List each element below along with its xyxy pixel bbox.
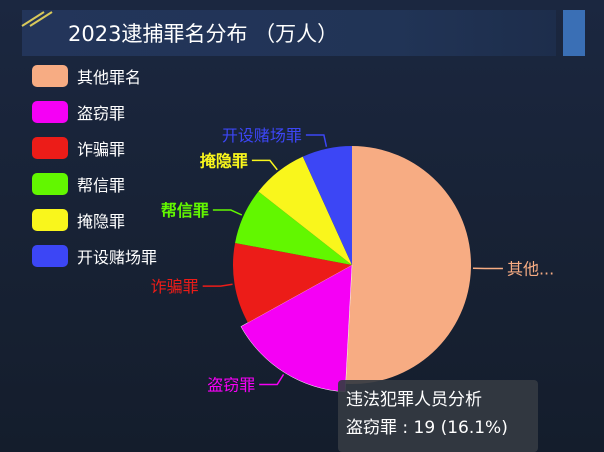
legend-label: 帮信罪: [77, 176, 126, 195]
legend-item[interactable]: 掩隐罪: [32, 208, 125, 232]
legend-label: 诈骗罪: [77, 140, 126, 159]
legend-swatch: [32, 173, 68, 195]
title-bar: [22, 10, 556, 56]
legend-label: 开设赌场罪: [77, 248, 158, 267]
pie-slice[interactable]: [258, 156, 352, 265]
slice-label: 掩隐罪: [200, 151, 248, 170]
leader-line: [305, 134, 328, 147]
leader-line: [251, 159, 278, 171]
slice-label: 盗窃罪: [207, 376, 255, 395]
legend-item[interactable]: 盗窃罪: [32, 100, 125, 124]
legend-item[interactable]: 其他罪名: [32, 64, 141, 88]
pie-slice[interactable]: [233, 242, 352, 323]
chart-title: 2023逮捕罪名分布 （万人）: [68, 22, 339, 46]
tooltip-series-name: 违法犯罪人员分析: [346, 390, 482, 410]
pie-slice[interactable]: [302, 146, 352, 265]
corner-accent: [563, 10, 585, 56]
pie-slice[interactable]: [240, 264, 353, 393]
slice-label: 帮信罪: [161, 201, 209, 220]
legend-swatch: [32, 209, 68, 231]
legend-item[interactable]: 帮信罪: [32, 172, 125, 196]
pie-slice[interactable]: [345, 146, 472, 384]
tooltip: 违法犯罪人员分析 盗窃罪 : 19 (16.1%): [338, 380, 538, 452]
slice-label: 其他...: [507, 260, 554, 279]
leader-line: [202, 283, 233, 287]
legend-swatch: [32, 137, 68, 159]
legend-item[interactable]: 诈骗罪: [32, 136, 125, 160]
legend-label: 盗窃罪: [77, 104, 126, 123]
legend-label: 掩隐罪: [77, 212, 126, 231]
title-stripes-icon: [21, 11, 53, 27]
legend-swatch: [32, 101, 68, 123]
legend-item[interactable]: 开设赌场罪: [32, 244, 157, 268]
legend-swatch: [32, 245, 68, 267]
leader-line: [212, 209, 243, 216]
tooltip-value-line: 盗窃罪 : 19 (16.1%): [346, 418, 508, 438]
slice-label: 开设赌场罪: [222, 126, 302, 145]
legend-swatch: [32, 65, 68, 87]
legend-label: 其他罪名: [77, 68, 142, 87]
leader-line: [259, 373, 285, 386]
slice-label: 诈骗罪: [151, 277, 199, 296]
pie-slice[interactable]: [235, 191, 352, 265]
